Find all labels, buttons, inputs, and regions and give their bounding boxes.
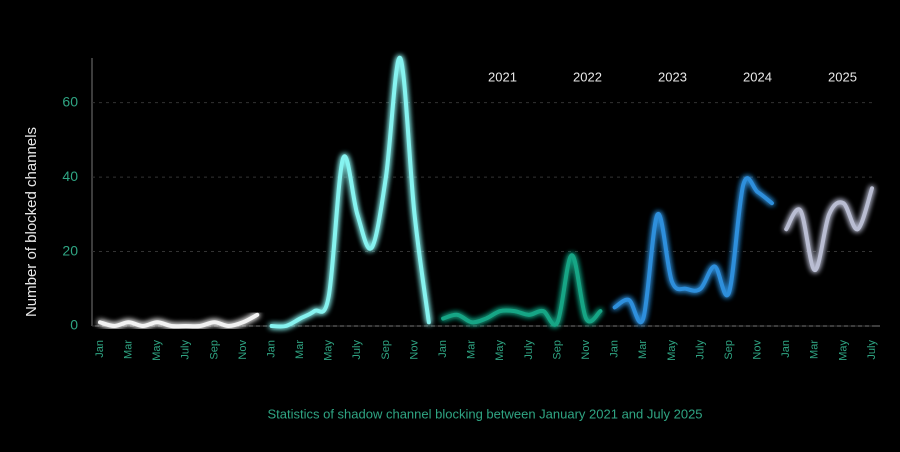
x-tick-label: May	[666, 340, 678, 361]
x-tick-label: Jan	[94, 340, 106, 358]
series-line	[441, 253, 603, 327]
y-tick-label: 60	[62, 93, 78, 109]
y-axis-label: Number of blocked channels	[23, 127, 40, 317]
x-tick-label: Nov	[752, 340, 764, 360]
x-tick-label: Sep	[208, 340, 220, 360]
x-tick-label: Jan	[780, 340, 792, 358]
legend-label: 2021	[488, 69, 517, 84]
y-tick-label: 20	[62, 242, 78, 258]
x-tick-label: May	[323, 340, 335, 361]
y-tick-label: 40	[62, 168, 78, 184]
x-tick-label: May	[837, 340, 849, 361]
x-tick-label: May	[494, 340, 506, 361]
x-tick-label: July	[866, 340, 878, 360]
x-tick-label: July	[694, 340, 706, 360]
x-tick-label: Sep	[380, 340, 392, 360]
x-tick-label: Nov	[408, 340, 420, 360]
series-line	[269, 55, 431, 329]
legend-label: 2024	[743, 69, 772, 84]
x-tick-label: Nov	[580, 340, 592, 360]
x-tick-label: Sep	[551, 340, 563, 360]
x-tick-label: Jan	[609, 340, 621, 358]
x-tick-label: July	[180, 340, 192, 360]
y-tick-label: 0	[70, 317, 78, 333]
x-tick-label: Jan	[265, 340, 277, 358]
x-tick-label: Mar	[466, 340, 478, 359]
x-tick-label: Mar	[294, 340, 306, 359]
series-line	[784, 186, 874, 273]
x-tick-label: Mar	[122, 340, 134, 359]
x-tick-label: Sep	[723, 340, 735, 360]
x-tick-label: July	[523, 340, 535, 360]
legend-label: 2023	[658, 69, 687, 84]
x-tick-label: Jan	[437, 340, 449, 358]
x-tick-label: Nov	[237, 340, 249, 360]
x-tick-label: Mar	[809, 340, 821, 359]
caption: Statistics of shadow channel blocking be…	[267, 406, 702, 421]
x-tick-label: May	[151, 340, 163, 361]
series-line	[612, 176, 774, 324]
legend-label: 2022	[573, 69, 602, 84]
x-tick-label: Mar	[637, 340, 649, 359]
series-line	[98, 312, 260, 329]
x-tick-label: July	[351, 340, 363, 360]
legend-label: 2025	[828, 69, 857, 84]
